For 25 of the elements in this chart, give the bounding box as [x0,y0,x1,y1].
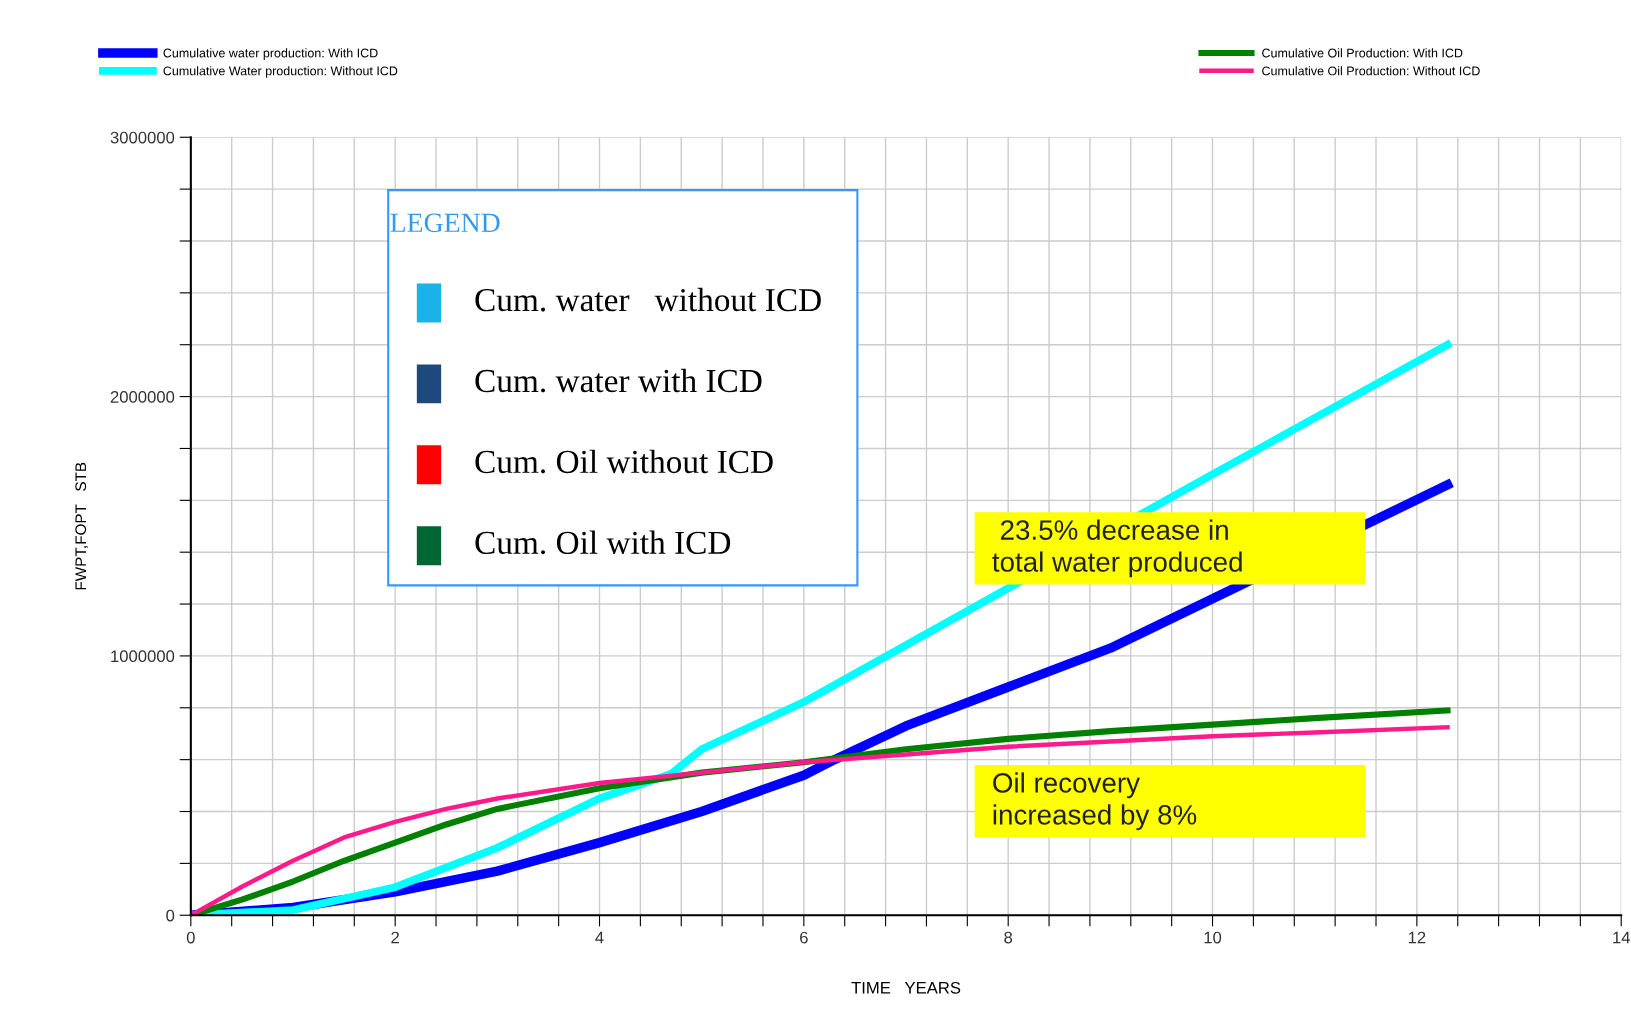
annotation: LEGEND [390,213,500,233]
y-tick-label: 2000000 [110,390,175,403]
y-tick-label: 0 [166,909,175,922]
annotation: Cum. water without ICD [475,287,821,312]
y-axis-title: FWPT,FOPT STB [75,462,88,590]
annotation: Cum. water with ICD [475,368,762,393]
annotation: Oil recovery increased by 8% [993,772,1197,831]
x-axis-title: TIME YEARS [851,981,961,994]
y-tick-label: 1000000 [111,650,175,663]
x-tick-label: 2 [391,931,399,944]
annotation: Cum. Oil without ICD [475,449,773,474]
x-tick-label: 6 [800,931,808,944]
legend-label: Cumulative water production: With ICD [163,48,378,60]
legend-label: Cumulative Oil Production: With ICD [1262,48,1463,58]
annotation: Cum. Oil with ICD [475,530,731,555]
x-tick-label: 0 [186,931,195,944]
x-tick-label: 8 [1004,931,1013,944]
annotation: 23.5% decrease in total water produced [992,519,1242,578]
x-tick-label: 4 [595,931,604,944]
legend-label: Cumulative Water production: Without ICD [163,66,398,78]
y-tick-label: 3000000 [110,131,175,144]
x-tick-label: 10 [1204,931,1222,944]
x-tick-label: 14 [1613,931,1630,944]
x-tick-label: 12 [1408,931,1426,944]
legend-label: Cumulative Oil Production: Without ICD [1262,66,1480,76]
